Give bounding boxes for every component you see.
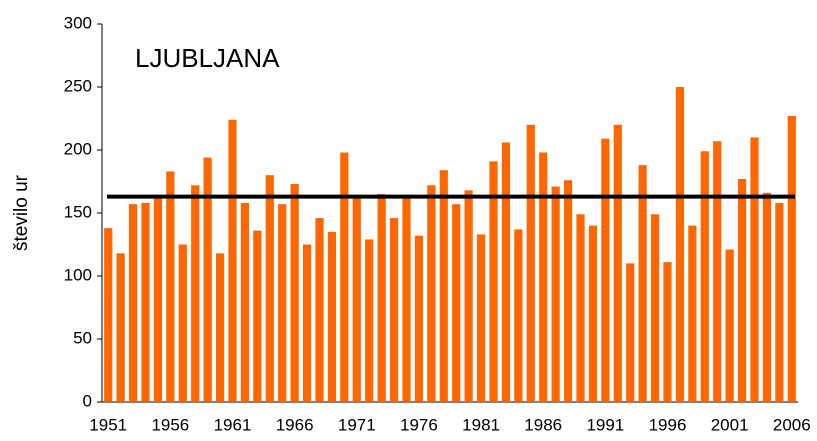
bar	[327, 231, 337, 402]
bar	[203, 157, 212, 402]
bar	[476, 234, 486, 402]
bar	[464, 190, 473, 402]
x-tick-label: 1971	[338, 415, 376, 434]
bar	[675, 87, 685, 402]
bar	[253, 230, 262, 402]
bar	[626, 263, 635, 402]
bar	[215, 253, 225, 402]
bar	[613, 124, 622, 403]
bar	[166, 171, 175, 402]
bar	[737, 178, 747, 402]
bar	[116, 253, 125, 402]
x-tick-label: 1986	[524, 415, 562, 434]
bar	[514, 229, 523, 402]
bar	[526, 124, 535, 403]
bar	[452, 204, 461, 402]
x-tick-label: 2001	[711, 415, 749, 434]
x-tick-label: 1961	[214, 415, 252, 434]
bar	[762, 192, 772, 402]
bar	[700, 151, 709, 402]
bar	[427, 185, 436, 402]
bar	[539, 152, 548, 402]
x-tick-label: 1991	[586, 415, 624, 434]
bar	[551, 186, 560, 402]
bar	[191, 185, 200, 402]
bar	[377, 194, 386, 402]
bar	[588, 225, 598, 402]
bar	[128, 204, 138, 402]
bar	[302, 244, 312, 402]
y-axis-label: število ur	[11, 174, 32, 251]
bar	[501, 142, 511, 402]
x-tick-label: 1976	[400, 415, 438, 434]
y-tick-label: 200	[64, 139, 92, 158]
bar	[178, 244, 187, 402]
y-tick-label: 300	[64, 13, 92, 32]
x-tick-label: 1951	[89, 415, 127, 434]
bar	[365, 239, 374, 402]
bar	[439, 170, 448, 402]
bar	[688, 225, 697, 402]
bar	[489, 161, 498, 402]
bar	[638, 165, 647, 402]
bar	[563, 180, 573, 402]
bar	[713, 141, 722, 402]
chart-title: LJUBLJANA	[135, 43, 280, 73]
bar	[663, 262, 672, 402]
x-tick-label: 2006	[773, 415, 811, 434]
bar	[265, 175, 274, 402]
bar	[402, 196, 411, 402]
bar	[576, 214, 585, 402]
bar	[278, 204, 287, 402]
bar	[315, 218, 324, 402]
y-tick-label: 50	[73, 328, 92, 347]
bar	[414, 235, 424, 402]
bar	[240, 202, 250, 402]
bar	[228, 119, 237, 402]
x-tick-label: 1956	[151, 415, 189, 434]
y-tick-label: 0	[83, 391, 92, 410]
bar	[725, 249, 734, 402]
bar	[104, 228, 113, 402]
y-tick-label: 100	[64, 265, 92, 284]
y-tick-label: 150	[64, 202, 92, 221]
bar	[340, 152, 349, 402]
bar	[153, 196, 163, 402]
x-tick-label: 1966	[276, 415, 314, 434]
bar	[141, 202, 150, 402]
bar	[650, 214, 660, 402]
bar	[601, 138, 610, 402]
bar	[750, 137, 759, 402]
bar	[352, 196, 361, 402]
bar	[290, 184, 299, 402]
bar	[775, 202, 784, 402]
x-tick-label: 1981	[462, 415, 500, 434]
x-tick-label: 1996	[649, 415, 687, 434]
bar	[787, 115, 796, 402]
bar	[389, 218, 399, 402]
y-tick-label: 250	[64, 76, 92, 95]
